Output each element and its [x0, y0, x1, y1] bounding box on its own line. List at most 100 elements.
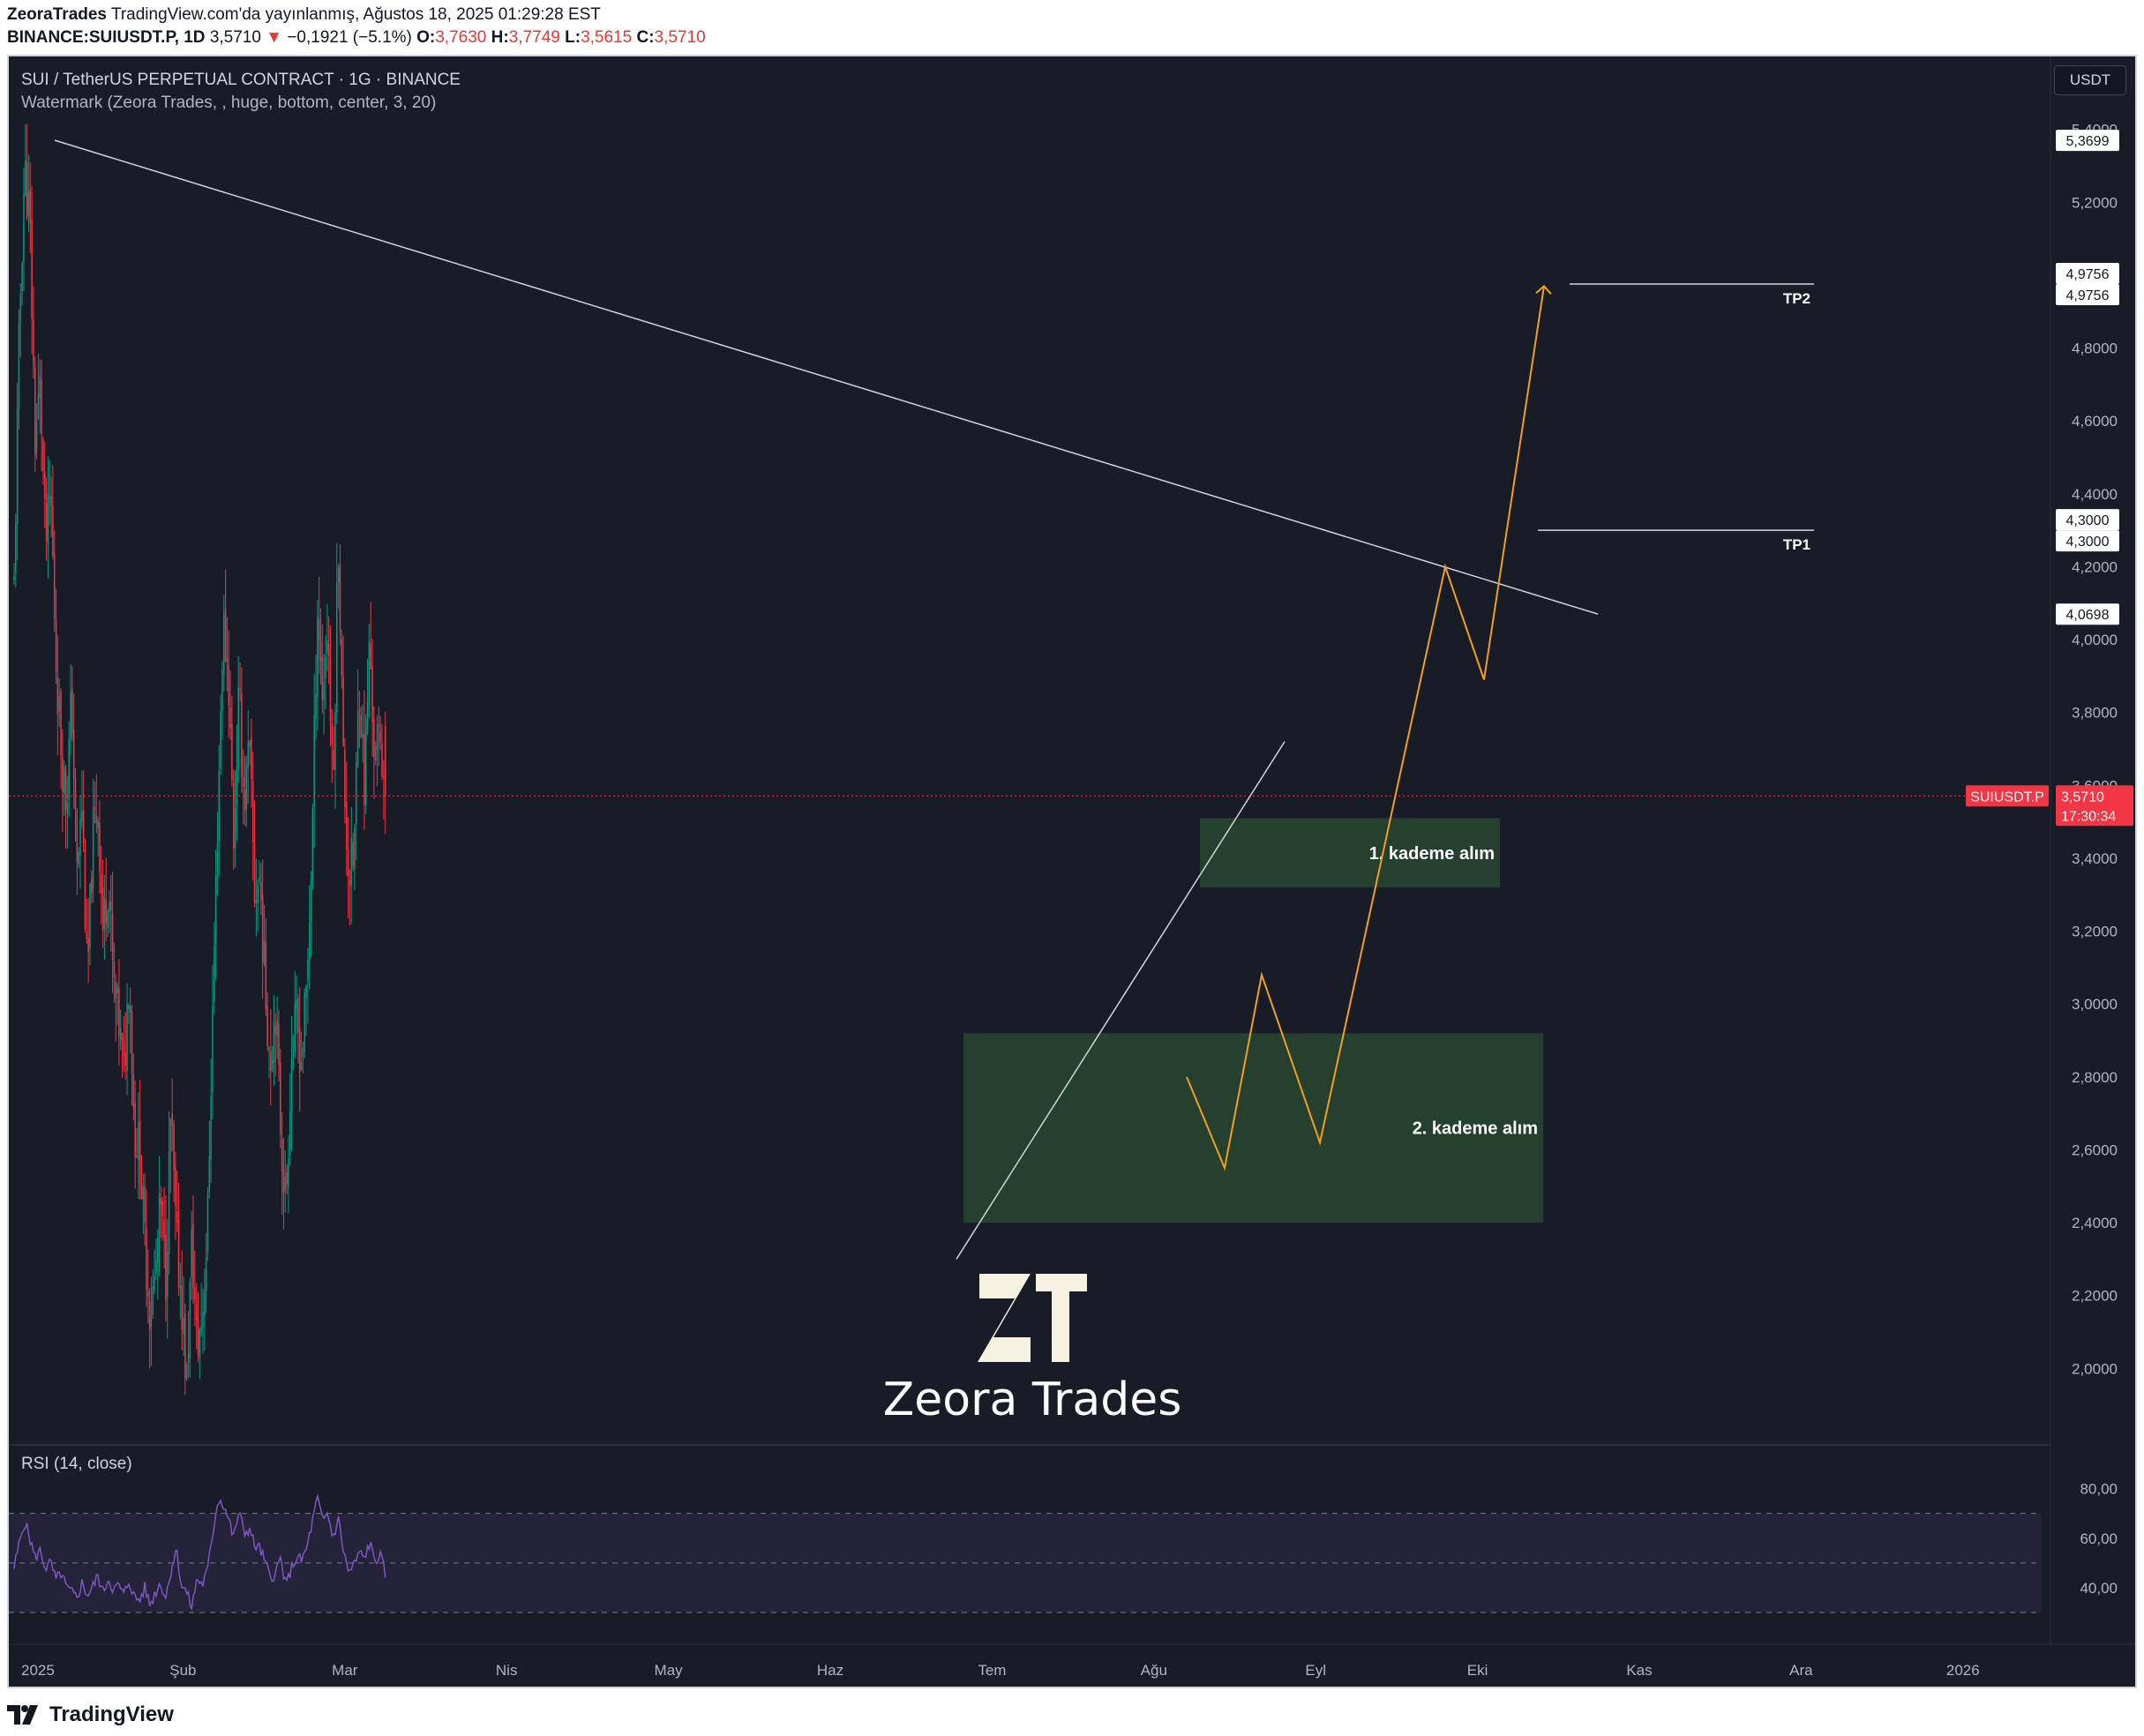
candle-body	[161, 1201, 164, 1216]
candle-body	[177, 1220, 180, 1287]
candle-body	[111, 913, 114, 960]
candle-body	[70, 692, 71, 740]
candle-body	[16, 409, 19, 524]
watermark-indicator-label[interactable]: Watermark (Zeora Trades, , huge, bottom,…	[21, 94, 437, 112]
chart-panel[interactable]: 2,0000 2,2000 2,4000 2,6000 2,8000 3,0000 3,20…	[7, 55, 2137, 1688]
tp1-label: TP1	[1783, 536, 1810, 553]
price-axis-label: 2,8000	[2072, 1069, 2118, 1086]
time-axis-label: Haz	[817, 1662, 843, 1679]
candle-body	[334, 711, 336, 770]
candle-body	[29, 189, 32, 224]
candle-body	[109, 901, 112, 911]
candle-body	[366, 701, 369, 724]
time-axis-label: Şub	[169, 1662, 196, 1679]
close-label: C:	[636, 28, 655, 47]
rsi-line	[13, 1493, 386, 1612]
zone-2-label: 2. kademe alım	[1413, 1119, 1538, 1139]
high-value: 3,7749	[508, 28, 560, 47]
time-axis-label: 2026	[1946, 1662, 1980, 1679]
candle-body	[247, 742, 249, 768]
candle-body	[160, 1198, 162, 1205]
price-axis-label: 2,4000	[2072, 1215, 2118, 1231]
candle-body	[62, 757, 64, 792]
low-label: L:	[565, 28, 581, 47]
candle-body	[305, 985, 307, 999]
candle-body	[292, 1054, 295, 1056]
rsi-legend[interactable]: RSI (14, close)	[21, 1455, 132, 1473]
candle-body	[138, 1122, 139, 1161]
chart-header: ZeoraTrades TradingView.com'da yayınlanm…	[7, 4, 2125, 53]
candle-body	[74, 777, 77, 810]
candle-body	[355, 762, 357, 825]
candle-body	[113, 961, 116, 977]
candle-body	[167, 1252, 169, 1298]
candle-body	[289, 1111, 291, 1156]
candle-body	[339, 565, 341, 634]
candle-body	[35, 421, 38, 452]
zeora-logo-icon	[978, 1274, 1031, 1362]
candle-body	[307, 959, 309, 981]
price-axis-label: 4,2000	[2072, 558, 2118, 575]
candle-body	[298, 1028, 301, 1073]
candle-body	[107, 910, 109, 929]
candle-body	[64, 771, 67, 810]
candle-body	[358, 710, 361, 712]
candle-body	[239, 689, 241, 692]
candle-body	[232, 783, 235, 849]
candle-body	[19, 294, 22, 322]
candle-body	[119, 1028, 122, 1041]
candle-body	[121, 1033, 124, 1044]
candle-body	[290, 1058, 293, 1114]
candle-body	[84, 849, 86, 929]
candle-body	[124, 1052, 126, 1066]
candle-body	[318, 619, 320, 641]
published-text: TradingView.com'da yayınlanmış, Ağustos …	[110, 5, 601, 24]
candle-body	[313, 715, 315, 807]
candle-body	[147, 1291, 149, 1298]
candle-body	[204, 1291, 206, 1316]
candle-body	[116, 984, 118, 994]
candle-body	[360, 715, 362, 737]
candle-body	[197, 1318, 199, 1353]
candle-body	[23, 193, 25, 263]
symbol-tag: SUIUSDT.P	[1970, 789, 2044, 804]
candle-body	[109, 902, 110, 912]
candle-body	[370, 643, 371, 670]
symbol-interval: BINANCE:SUIUSDT.P, 1D	[7, 28, 206, 47]
ohlc-line: BINANCE:SUIUSDT.P, 1D 3,5710 ▼ −0,1921 (…	[7, 26, 2125, 49]
chart-canvas[interactable]: 2,0000 2,2000 2,4000 2,6000 2,8000 3,0000 3,20…	[9, 56, 2135, 1687]
buy-zone-1	[1200, 818, 1500, 887]
price-tag-label: 5,3699	[2066, 134, 2110, 149]
candle-body	[212, 1006, 214, 1093]
candle-body	[296, 999, 297, 1010]
candle-body	[278, 1023, 280, 1066]
candle-body	[373, 719, 375, 758]
open-label: O:	[416, 28, 436, 47]
candle-body	[92, 811, 94, 889]
candle-body	[302, 1048, 304, 1059]
tp2-label: TP2	[1783, 290, 1810, 307]
candle-body	[342, 677, 344, 746]
candle-body	[251, 781, 254, 843]
candle-body	[304, 992, 305, 1051]
candle-body	[237, 686, 239, 769]
rsi-axis-label: 60,00	[2080, 1530, 2118, 1547]
currency-button[interactable]: USDT	[2054, 65, 2126, 95]
candle-body	[176, 1211, 178, 1223]
symbol-title[interactable]: SUI / TetherUS PERPETUAL CONTRACT · 1G ·…	[21, 71, 461, 89]
candle-body	[220, 711, 221, 769]
tradingview-brand: TradingView	[49, 1702, 174, 1726]
price-tag-label: 4,3000	[2066, 535, 2110, 550]
candle-body	[288, 1159, 289, 1187]
candle-body	[45, 503, 48, 541]
watermark-text: Zeora Trades	[883, 1373, 1182, 1426]
candle-body	[126, 1003, 128, 1071]
candle-body	[214, 875, 217, 943]
price-tag-box	[2056, 530, 2119, 552]
candle-body	[56, 677, 59, 715]
candle-body	[53, 553, 56, 619]
candle-body	[326, 640, 328, 653]
candle-body	[165, 1234, 167, 1301]
candle-body	[271, 1060, 274, 1068]
publisher-name[interactable]: ZeoraTrades	[7, 5, 107, 24]
